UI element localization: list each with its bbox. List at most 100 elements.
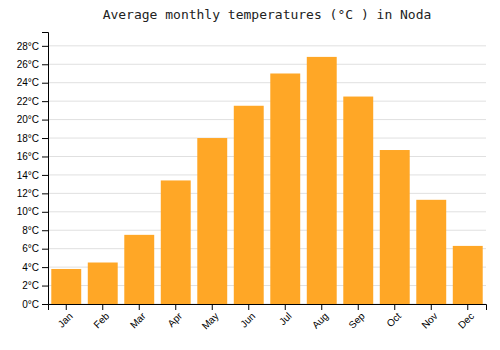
y-tick: 0°C xyxy=(22,299,48,310)
y-tick: 8°C xyxy=(22,225,48,236)
x-tick-label: Dec xyxy=(456,310,476,330)
y-tick-mark xyxy=(42,267,48,268)
y-tick: 20°C xyxy=(17,114,48,125)
bar xyxy=(124,235,154,304)
x-tick-mark xyxy=(394,304,395,310)
x-tick: Jun xyxy=(238,304,257,330)
grid-line xyxy=(48,119,486,120)
bar xyxy=(161,180,191,304)
bar xyxy=(416,200,446,304)
x-tick-label: Aug xyxy=(310,310,330,330)
y-tick-mark xyxy=(42,138,48,139)
y-tick-mark xyxy=(42,101,48,102)
bar xyxy=(307,57,337,304)
x-tick-label: Feb xyxy=(91,310,111,330)
bar xyxy=(453,246,483,304)
y-tick-label: 22°C xyxy=(17,96,39,107)
y-tick-mark xyxy=(42,156,48,157)
bar xyxy=(88,263,118,304)
y-tick-label: 10°C xyxy=(17,206,39,217)
x-tick-mark xyxy=(175,304,176,310)
x-tick: Jan xyxy=(56,304,75,330)
y-tick: 6°C xyxy=(22,243,48,254)
y-axis-line xyxy=(42,33,49,305)
y-tick-mark xyxy=(42,230,48,231)
y-tick: 4°C xyxy=(22,262,48,273)
x-tick-mark xyxy=(212,304,213,310)
y-tick-mark xyxy=(42,304,48,305)
bar xyxy=(197,138,227,304)
x-tick-mark xyxy=(102,304,103,310)
y-tick-mark xyxy=(42,193,48,194)
x-tick-label: Jul xyxy=(277,310,294,327)
grid-line xyxy=(48,64,486,65)
y-tick-label: 4°C xyxy=(22,262,39,273)
y-tick-mark xyxy=(42,175,48,176)
y-tick: 26°C xyxy=(17,59,48,70)
bar xyxy=(51,269,81,304)
x-tick: Oct xyxy=(384,304,403,329)
y-tick: 10°C xyxy=(17,206,48,217)
x-axis: JanFebMarAprMayJunJulAugSepOctNovDec xyxy=(49,304,487,332)
y-tick: 18°C xyxy=(17,133,48,144)
y-tick-label: 18°C xyxy=(17,133,39,144)
y-tick-label: 20°C xyxy=(17,114,39,125)
x-tick-label: Apr xyxy=(165,310,184,329)
grid-line xyxy=(48,45,486,46)
bar xyxy=(234,106,264,304)
x-tick: Feb xyxy=(91,304,111,330)
x-tick-mark xyxy=(358,304,359,310)
y-tick-mark xyxy=(42,286,48,287)
y-tick-mark xyxy=(42,212,48,213)
y-tick-label: 28°C xyxy=(17,41,39,52)
x-tick-label: Nov xyxy=(419,310,439,330)
x-tick: Dec xyxy=(456,304,476,331)
y-tick-label: 8°C xyxy=(22,225,39,236)
y-axis: 0°C 2°C 4°C 6°C 8°C 10°C 12°C 14°C 16°C 18°C 20°C 2… xyxy=(17,33,49,310)
bar xyxy=(270,73,300,304)
x-tick: Apr xyxy=(165,304,184,329)
x-tick-label: Oct xyxy=(384,310,403,329)
y-tick-mark xyxy=(42,249,48,250)
x-tick-mark xyxy=(139,304,140,310)
x-axis-line xyxy=(49,305,487,311)
grid-line xyxy=(48,138,486,139)
x-tick-mark xyxy=(321,304,322,310)
grid-line xyxy=(48,101,486,102)
x-tick: Aug xyxy=(310,304,330,331)
y-tick-mark xyxy=(42,83,48,84)
y-tick-label: 14°C xyxy=(17,170,39,181)
x-tick: Mar xyxy=(128,304,148,330)
y-tick-mark xyxy=(42,64,48,65)
y-tick: 24°C xyxy=(17,77,48,88)
y-tick: 14°C xyxy=(17,170,48,181)
x-tick-mark xyxy=(431,304,432,310)
grid xyxy=(48,46,486,304)
y-tick-label: 2°C xyxy=(22,280,39,291)
x-tick: Jul xyxy=(277,304,294,327)
y-tick-mark xyxy=(42,46,48,47)
x-tick-mark xyxy=(66,304,67,310)
y-tick-label: 26°C xyxy=(17,59,39,70)
y-tick-label: 6°C xyxy=(22,243,39,254)
y-tick-label: 0°C xyxy=(22,299,39,310)
x-tick-label: May xyxy=(200,310,221,331)
bar xyxy=(380,150,410,304)
y-tick: 2°C xyxy=(22,280,48,291)
x-tick-mark xyxy=(248,304,249,310)
x-tick: Nov xyxy=(419,304,439,331)
y-tick: 28°C xyxy=(17,41,48,52)
y-tick-label: 16°C xyxy=(17,151,39,162)
y-tick: 12°C xyxy=(17,188,48,199)
x-tick-mark xyxy=(285,304,286,310)
title: Average monthly temperatures (°C ) in No… xyxy=(103,7,432,22)
y-tick-mark xyxy=(42,120,48,121)
y-tick-label: 24°C xyxy=(17,77,39,88)
y-tick-label: 12°C xyxy=(17,188,39,199)
x-tick-label: Jan xyxy=(56,310,75,329)
bars xyxy=(51,57,482,304)
x-tick-mark xyxy=(467,304,468,310)
grid-line xyxy=(48,193,486,194)
plot-area: 0°C 2°C 4°C 6°C 8°C 10°C 12°C 14°C 16°C 18°C 20°C 2… xyxy=(17,33,487,332)
bar xyxy=(343,97,373,304)
